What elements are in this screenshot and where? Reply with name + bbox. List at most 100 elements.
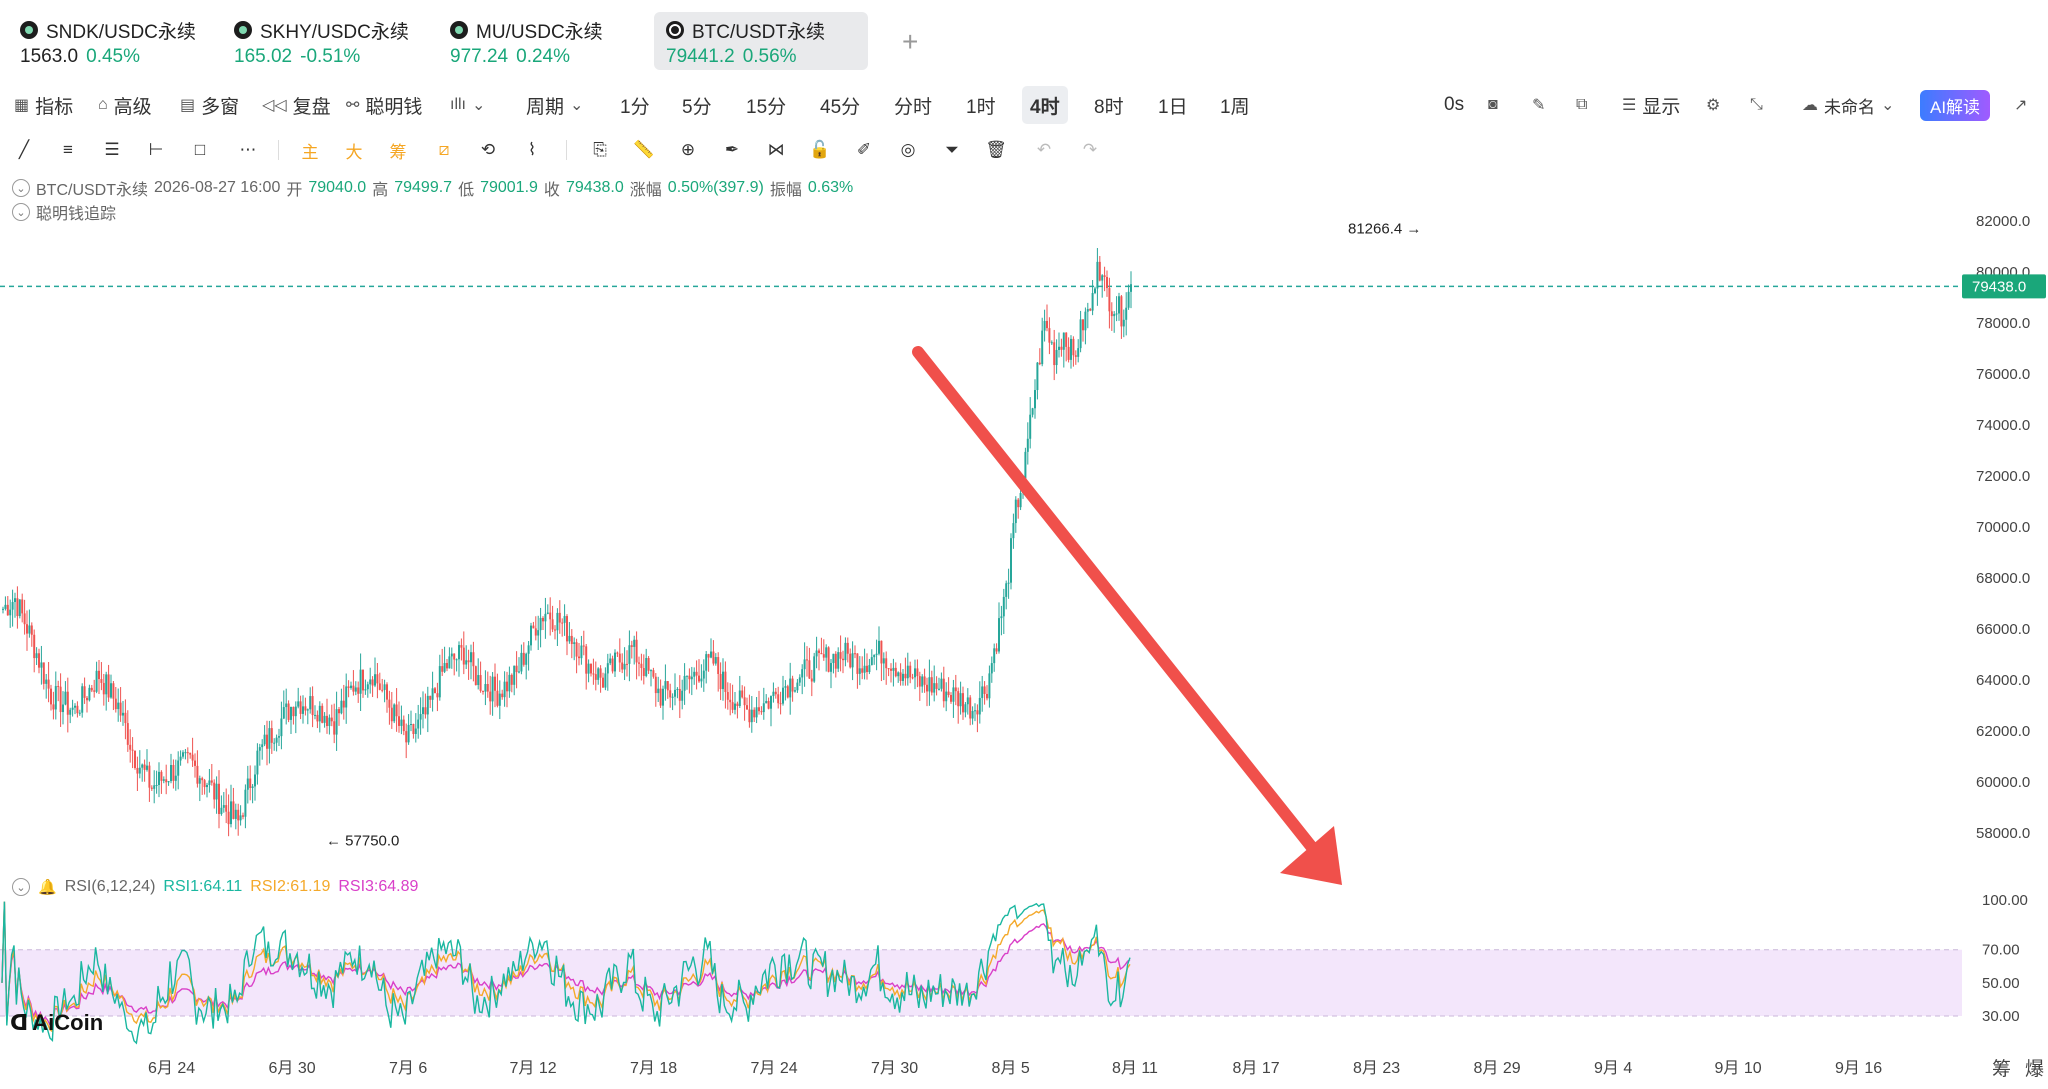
candle-body	[626, 663, 628, 665]
candle-body	[182, 752, 184, 757]
y-tick-label: 66000.0	[1976, 621, 2030, 638]
trend-button[interactable]: ↗	[2014, 86, 2027, 124]
filter-icon[interactable]: ⏷	[945, 140, 959, 159]
interval-timeshare[interactable]: 分时	[894, 96, 933, 118]
y-tick-label: 72000.0	[1976, 468, 2030, 485]
interval-1m[interactable]: 1分	[620, 96, 650, 118]
trash-icon[interactable]: 🗑	[985, 140, 1007, 159]
candle-body	[657, 688, 660, 694]
tab-sndk[interactable]: SNDK/USDC永续 1563.0 0.45%	[8, 12, 208, 70]
share-button[interactable]: ⧉	[1576, 86, 1587, 124]
chevron-down-icon: ⌄	[1881, 97, 1895, 114]
rewind-icon: ◁◁	[262, 97, 287, 114]
candle-body	[544, 613, 547, 622]
redo-icon[interactable]: ↷	[1082, 140, 1098, 159]
edit-list-icon[interactable]: ✐	[856, 140, 872, 159]
big-order-toggle[interactable]: 大	[345, 142, 363, 162]
interval-5m[interactable]: 5分	[682, 96, 712, 118]
collapse-icon[interactable]: ⌄	[12, 878, 30, 896]
more-tools-icon[interactable]: ⋯	[239, 140, 257, 159]
fullscreen-button[interactable]: ⤡	[1750, 86, 1763, 124]
candle-body	[340, 700, 343, 714]
candle-body	[513, 665, 516, 685]
candle-body	[338, 709, 340, 714]
smart-money-button[interactable]: ⚯ 聪明钱	[346, 86, 422, 124]
interval-1w[interactable]: 1周	[1220, 96, 1250, 118]
chart-type-dropdown[interactable]: ıllı ⌄	[450, 86, 485, 124]
period-dropdown[interactable]: 周期 ⌄	[526, 86, 583, 124]
chips-button[interactable]: 筹	[1992, 1059, 2012, 1080]
tab-skhy[interactable]: SKHY/USDC永续 165.02 -0.51%	[222, 12, 422, 70]
candle-body	[1041, 330, 1044, 365]
candle-body	[251, 786, 254, 788]
layout-name-dropdown[interactable]: ☁ 未命名 ⌄	[1802, 86, 1894, 124]
candle-body	[491, 676, 494, 702]
candle-body	[834, 653, 837, 669]
marker-icon[interactable]: ✒	[724, 140, 740, 159]
horizontal-lines-icon[interactable]: ☰	[104, 140, 120, 159]
line-tool-icon[interactable]: ╱	[18, 140, 30, 159]
candle-body	[892, 667, 895, 671]
interval-4h[interactable]: 4时	[1022, 86, 1068, 124]
interval-45m[interactable]: 45分	[820, 96, 861, 118]
tab-mu[interactable]: MU/USDC永续 977.24 0.24%	[438, 12, 638, 70]
candle-body	[141, 764, 144, 768]
rsi-label: RSI(6,12,24)	[64, 878, 156, 895]
replay-button[interactable]: ◁◁ 复盘	[262, 86, 331, 124]
copy-icon[interactable]: ⎘	[593, 140, 607, 159]
cloud-icon: ☁	[1802, 97, 1818, 114]
candle-body	[743, 697, 746, 706]
eye-icon[interactable]: ◎	[900, 140, 916, 159]
interval-1d[interactable]: 1日	[1158, 96, 1188, 118]
candle-body	[1017, 499, 1020, 508]
chart-overlay-icon[interactable]: ⧄	[438, 140, 450, 159]
candle-body	[770, 696, 772, 709]
candle-body	[227, 811, 230, 825]
price-chart[interactable]: 81266.4 →← 57750.082000.080000.078000.07…	[0, 170, 2048, 1089]
rectangle-icon[interactable]: □	[194, 140, 206, 159]
candle-body	[395, 704, 398, 717]
camera-button[interactable]: ◙	[1488, 86, 1498, 124]
candle-body	[1000, 616, 1003, 619]
add-tab-button[interactable]: +	[902, 26, 919, 57]
liquidation-button[interactable]: 爆	[2025, 1059, 2045, 1080]
collapse-icon[interactable]: ⌄	[12, 203, 30, 221]
magnet-icon[interactable]: ⋈	[767, 140, 785, 159]
candle-body	[294, 706, 297, 717]
logo-icon: ᗡ	[10, 1010, 29, 1035]
brush-icon[interactable]: ⌇	[527, 140, 537, 159]
candle-body	[76, 705, 79, 714]
draw-button[interactable]: ✎	[1532, 86, 1545, 124]
rsi1-value: RSI1:64.11	[163, 878, 243, 895]
candle-body	[933, 683, 936, 693]
main-chart-toggle[interactable]: 主	[301, 142, 319, 162]
tab-bar: SNDK/USDC永续 1563.0 0.45% SKHY/USDC永续 165.…	[0, 0, 2048, 80]
zoom-in-icon[interactable]: ⊕	[680, 140, 696, 159]
multi-window-button[interactable]: ▤ 多窗	[180, 86, 239, 124]
advanced-button[interactable]: ⌂ 高级	[98, 86, 152, 124]
indicators-button[interactable]: ▦ 指标	[14, 86, 73, 124]
candle-body	[311, 696, 314, 716]
interval-15m[interactable]: 15分	[746, 96, 787, 118]
ruler-icon[interactable]: 📏	[633, 140, 655, 159]
candle-body	[705, 654, 708, 671]
lock-icon[interactable]: 🔓	[809, 140, 831, 159]
display-button[interactable]: ☰ 显示	[1622, 86, 1680, 124]
candle-body	[995, 648, 998, 652]
interval-8h[interactable]: 8时	[1094, 96, 1124, 118]
advanced-label: 高级	[113, 96, 152, 118]
ai-interpret-button[interactable]: AI解读	[1920, 86, 1991, 124]
parallel-lines-icon[interactable]: ≡	[63, 140, 73, 159]
chips-toggle[interactable]: 筹	[389, 142, 407, 162]
sync-icon[interactable]: ⟲	[480, 140, 496, 159]
candle-body	[102, 682, 105, 695]
horizontal-ray-icon[interactable]: ⊢	[148, 140, 164, 159]
candle-body	[21, 599, 24, 614]
settings-button[interactable]: ⚙	[1706, 86, 1720, 124]
interval-1h[interactable]: 1时	[966, 96, 996, 118]
collapse-icon[interactable]: ⌄	[12, 179, 30, 197]
bell-icon[interactable]: 🔔	[38, 879, 57, 896]
tab-btc[interactable]: BTC/USDT永续 79441.2 0.56%	[654, 12, 868, 70]
undo-icon[interactable]: ↶	[1036, 140, 1052, 159]
y-tick-label: 78000.0	[1976, 315, 2030, 332]
